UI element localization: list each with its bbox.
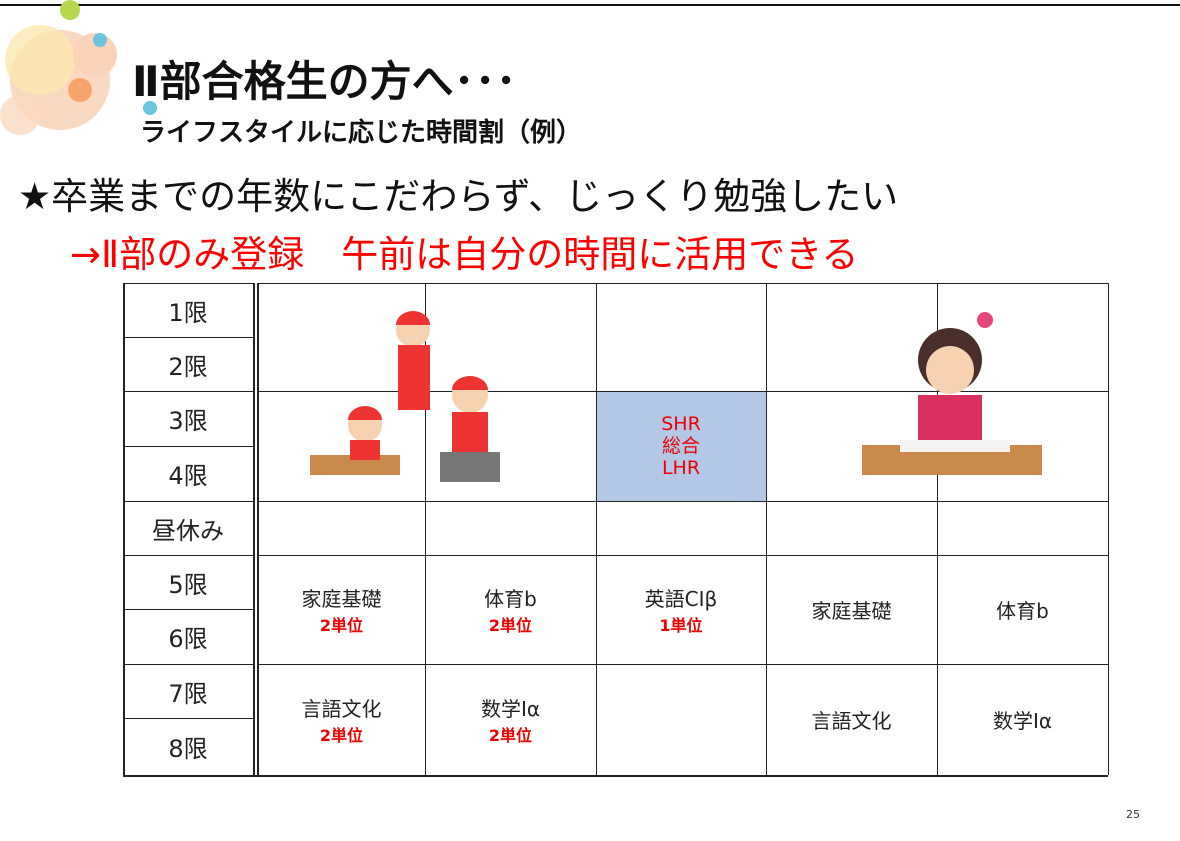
- homeroom-cell: [596, 391, 766, 501]
- rule: [123, 775, 1108, 777]
- homeroom-item: SHR: [661, 413, 701, 435]
- subject-cell: 体育b: [937, 555, 1108, 664]
- rule: [258, 501, 1108, 502]
- rule: [123, 283, 125, 775]
- rule: [596, 283, 597, 775]
- rule: [258, 664, 1108, 665]
- rule: [123, 664, 253, 665]
- student-illustration: [862, 312, 1042, 475]
- rule: [123, 283, 253, 284]
- rule: [258, 283, 1108, 284]
- subject: 体育b: [484, 587, 537, 611]
- subject-cell: 家庭基礎 2単位: [258, 555, 425, 664]
- rule: [257, 283, 259, 775]
- rule: [123, 391, 253, 392]
- subject-cell: 数学Ⅰα: [937, 664, 1108, 775]
- subject-cell: 英語CⅠβ 1単位: [596, 555, 766, 664]
- subject: 数学Ⅰα: [480, 697, 541, 721]
- period-label: 7限: [168, 679, 208, 708]
- period-label: 5限: [168, 570, 208, 599]
- title: Ⅱ部合格生の方へ･･･: [132, 57, 517, 106]
- units: 2単位: [488, 726, 533, 745]
- homeroom-item: 総合: [661, 435, 700, 457]
- period-label: 8限: [168, 735, 208, 763]
- subject: 家庭基礎: [811, 599, 892, 623]
- subject: 体育b: [996, 599, 1049, 623]
- period-label: 6限: [168, 625, 208, 653]
- homeroom-text: SHR 総合 LHR: [596, 391, 766, 501]
- subject: 数学Ⅰα: [992, 709, 1053, 733]
- rule: [937, 283, 938, 775]
- workers-illustration: [310, 311, 500, 482]
- rule: [766, 283, 767, 775]
- units: 1単位: [659, 616, 703, 635]
- highlight: →Ⅱ部のみ登録 午前は自分の時間に活用できる: [70, 233, 859, 276]
- units: 2単位: [319, 726, 364, 745]
- subject-cell: 言語文化 2単位: [258, 664, 425, 775]
- subject-cell: 家庭基礎: [766, 555, 937, 664]
- decoration: [0, 0, 157, 135]
- homeroom-item: LHR: [661, 457, 701, 479]
- rule: [123, 446, 253, 447]
- rule: [258, 555, 1108, 556]
- units: 2単位: [319, 616, 364, 635]
- top-rule: [0, 4, 1180, 6]
- rule: [253, 283, 255, 775]
- headline: ★卒業までの年数にこだわらず、じっくり勉強したい: [18, 175, 899, 218]
- rule: [123, 555, 253, 556]
- rule: [425, 283, 426, 775]
- page-number: 25: [1126, 808, 1140, 821]
- subject: 家庭基礎: [301, 587, 382, 611]
- subject-cell: 体育b 2単位: [425, 555, 596, 664]
- subject: 英語CⅠβ: [644, 587, 718, 611]
- period-label: 3限: [168, 407, 208, 435]
- period-label: 昼休み: [152, 516, 224, 545]
- rule: [258, 283, 259, 775]
- period-label: 1限: [168, 298, 208, 327]
- rule: [123, 609, 253, 610]
- rule: [123, 501, 253, 502]
- units: 2単位: [488, 616, 533, 635]
- subtitle: ライフスタイルに応じた時間割（例）: [140, 118, 583, 148]
- subject-cell: 数学Ⅰα 2単位: [425, 664, 596, 775]
- period-label: 2限: [168, 352, 208, 381]
- subject-cell: 言語文化: [766, 664, 937, 775]
- subject: 言語文化: [811, 709, 892, 733]
- rule: [258, 391, 1108, 392]
- period-label: 4限: [168, 462, 208, 490]
- rule: [123, 337, 253, 338]
- subject: 言語文化: [301, 697, 382, 721]
- rule: [123, 718, 253, 719]
- rule: [1108, 283, 1109, 775]
